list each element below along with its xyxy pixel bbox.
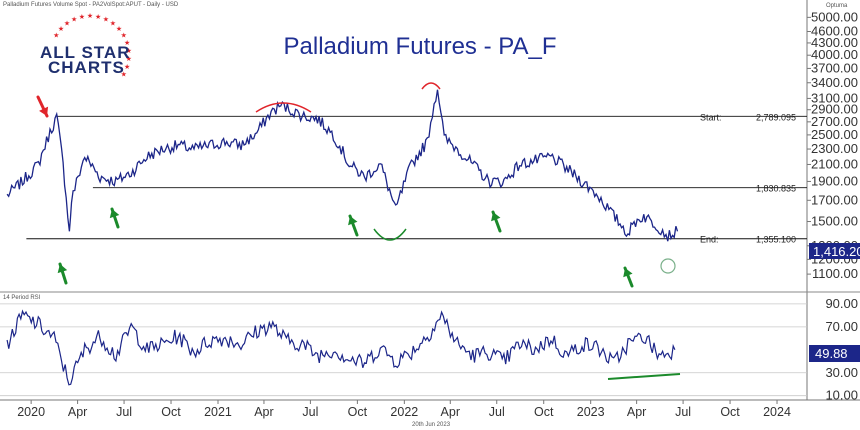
logo-star-icon: ★ xyxy=(110,19,116,27)
annotations xyxy=(36,82,681,380)
brand-logo: ★★★★ ★ ★ ★ ★★★★★★★★★ ALL STAR CHARTS xyxy=(40,12,132,79)
level-value: 2,789.095 xyxy=(756,112,796,122)
x-tick-label: Oct xyxy=(348,405,368,419)
x-tick-label: Apr xyxy=(254,405,273,419)
level-value: 1,355.100 xyxy=(756,235,796,245)
x-tick-label: Apr xyxy=(441,405,460,419)
header-text: Palladium Futures Volume Spot - PA2VolSp… xyxy=(3,2,179,8)
x-axis: 2020 Apr Jul Oct 2021 Apr Jul Oct 2022 Apr Jul Oct 2… xyxy=(17,400,791,419)
x-tick-label: 2020 xyxy=(17,405,45,419)
price-series-line xyxy=(6,89,679,242)
x-tick-label: 2022 xyxy=(390,405,418,419)
brand-line2: CHARTS xyxy=(48,58,125,77)
x-tick-label: Oct xyxy=(161,405,181,419)
rsi-title: 14 Period RSI xyxy=(3,295,41,301)
price-y-tick-label: 2900.00 xyxy=(811,102,858,117)
green-arrow xyxy=(57,262,68,285)
footer-date: 20th Jun 2023 xyxy=(412,422,451,428)
level-lines: Start: 2,789.095 1,830.835 End: 1,355.100 xyxy=(26,112,807,245)
price-y-tick-label: 3100.00 xyxy=(811,90,858,105)
rsi-y-axis: 90.00 70.00 30.00 10.00 xyxy=(825,296,858,403)
last-price-label: 1,416.20 xyxy=(813,244,860,259)
rsi-y-tick-label: 10.00 xyxy=(825,388,858,403)
red-arrow xyxy=(36,95,49,118)
logo-star-icon: ★ xyxy=(126,55,132,63)
logo-star-icon: ★ xyxy=(53,32,59,40)
x-tick-label: 2024 xyxy=(763,405,791,419)
rsi-divergence-line xyxy=(607,373,681,380)
x-tick-label: 2021 xyxy=(204,405,232,419)
red-top-arc xyxy=(421,82,441,90)
last-price-box: 1,416.20 xyxy=(809,243,860,259)
rsi-series-line xyxy=(6,309,676,386)
price-y-tick-label: 3700.00 xyxy=(811,60,858,75)
price-y-tick-label: 5000.00 xyxy=(811,9,858,24)
end-circle xyxy=(660,258,676,274)
green-arrow-head xyxy=(623,268,633,278)
logo-star-icon: ★ xyxy=(121,32,127,40)
logo-star-icon: ★ xyxy=(124,39,130,47)
last-rsi-label: 49.88 xyxy=(815,346,848,361)
red-top-arc xyxy=(255,102,312,113)
logo-star-icon: ★ xyxy=(124,63,130,71)
x-tick-label: Apr xyxy=(68,405,87,419)
green-arrow xyxy=(623,266,634,288)
logo-star-icon: ★ xyxy=(79,13,85,21)
red-arrow-head xyxy=(39,106,49,116)
price-y-axis: 5000.004600.004300.004000.003700.003400.… xyxy=(807,9,858,281)
x-tick-label: Oct xyxy=(534,405,554,419)
x-tick-label: Oct xyxy=(720,405,740,419)
chart-title: Palladium Futures - PA_F xyxy=(284,33,557,60)
x-tick-label: Apr xyxy=(627,405,646,419)
price-y-tick-label: 2700.00 xyxy=(811,114,858,129)
green-arrow-head xyxy=(57,264,68,274)
logo-star-icon: ★ xyxy=(126,47,132,55)
logo-star-icon: ★ xyxy=(121,71,127,79)
price-y-tick-label: 2500.00 xyxy=(811,127,858,142)
x-tick-label: 2023 xyxy=(577,405,605,419)
rsi-y-tick-label: 30.00 xyxy=(825,365,858,380)
green-arrow-head xyxy=(491,212,501,222)
last-rsi-box: 49.88 xyxy=(809,345,860,362)
brand-line1: ALL STAR xyxy=(40,43,130,62)
level-value: 1,830.835 xyxy=(756,184,796,194)
price-y-tick-label: 2300.00 xyxy=(811,141,858,156)
green-arrow-head xyxy=(348,216,358,226)
price-y-tick-label: 1700.00 xyxy=(811,192,858,207)
green-arrow xyxy=(348,214,359,237)
x-tick-label: Jul xyxy=(489,405,505,419)
x-tick-label: Jul xyxy=(302,405,318,419)
green-arrow xyxy=(109,207,120,229)
price-y-tick-label: 2100.00 xyxy=(811,156,858,171)
logo-star-icon: ★ xyxy=(116,25,122,33)
logo-star-icon: ★ xyxy=(95,13,101,21)
price-y-tick-label: 1100.00 xyxy=(812,266,858,281)
logo-star-icon: ★ xyxy=(64,19,70,27)
price-y-tick-label: 4000.00 xyxy=(811,47,858,62)
vendor-watermark: Optuma xyxy=(826,3,848,9)
price-y-tick-label: 1500.00 xyxy=(811,214,858,229)
price-y-tick-label: 4300.00 xyxy=(811,35,858,50)
green-bottom-arc xyxy=(373,228,407,241)
level-label: End: xyxy=(700,235,719,245)
logo-star-icon: ★ xyxy=(87,12,93,20)
price-y-tick-label: 1900.00 xyxy=(811,173,858,188)
x-tick-label: Jul xyxy=(116,405,132,419)
logo-stars: ★★★★ ★ ★ ★ ★★★★★★★★★ xyxy=(53,12,132,79)
green-arrow-head xyxy=(109,209,120,219)
price-y-tick-label: 4600.00 xyxy=(811,23,858,38)
logo-star-icon: ★ xyxy=(58,25,64,33)
rsi-gridlines xyxy=(0,303,807,397)
price-y-tick-label: 3400.00 xyxy=(811,75,858,90)
level-label: Start: xyxy=(700,112,722,122)
green-arrow xyxy=(491,210,502,233)
rsi-y-tick-label: 70.00 xyxy=(825,319,858,334)
rsi-y-tick-label: 90.00 xyxy=(825,296,858,311)
x-tick-label: Jul xyxy=(675,405,691,419)
logo-star-icon: ★ xyxy=(103,15,109,23)
logo-star-icon: ★ xyxy=(71,15,77,23)
